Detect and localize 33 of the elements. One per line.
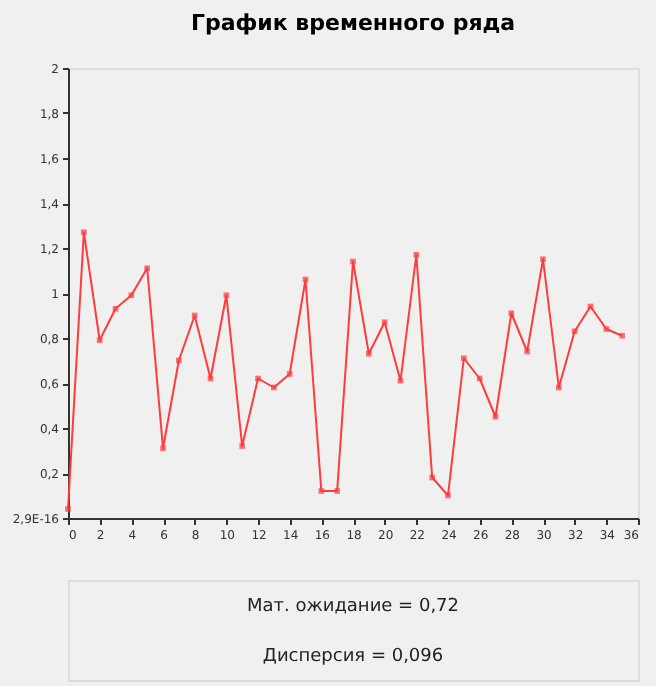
point [176,357,182,364]
point [366,350,372,357]
point [160,445,166,452]
point [65,506,71,512]
point [461,355,467,362]
point [286,371,293,377]
point [445,492,451,499]
point [112,305,119,312]
point [96,337,103,344]
point [413,251,420,258]
point [255,375,261,382]
point [81,229,87,236]
point [128,292,135,299]
line-series [65,229,625,512]
point [350,258,356,265]
point [318,488,325,494]
point [619,332,625,339]
point [492,413,499,420]
point [144,265,150,272]
point [397,377,404,384]
point [271,384,277,391]
text: Дисперсия = 0,096 [262,647,444,667]
point [571,328,578,335]
point [524,348,530,355]
point [381,319,388,326]
point [540,256,546,263]
point [429,474,435,481]
point [508,310,515,317]
point [556,384,562,391]
point [603,326,610,332]
point [223,292,230,299]
chart-title: График временного ряда [190,10,516,36]
text: Мат. ожидание = 0,72 [246,597,460,617]
